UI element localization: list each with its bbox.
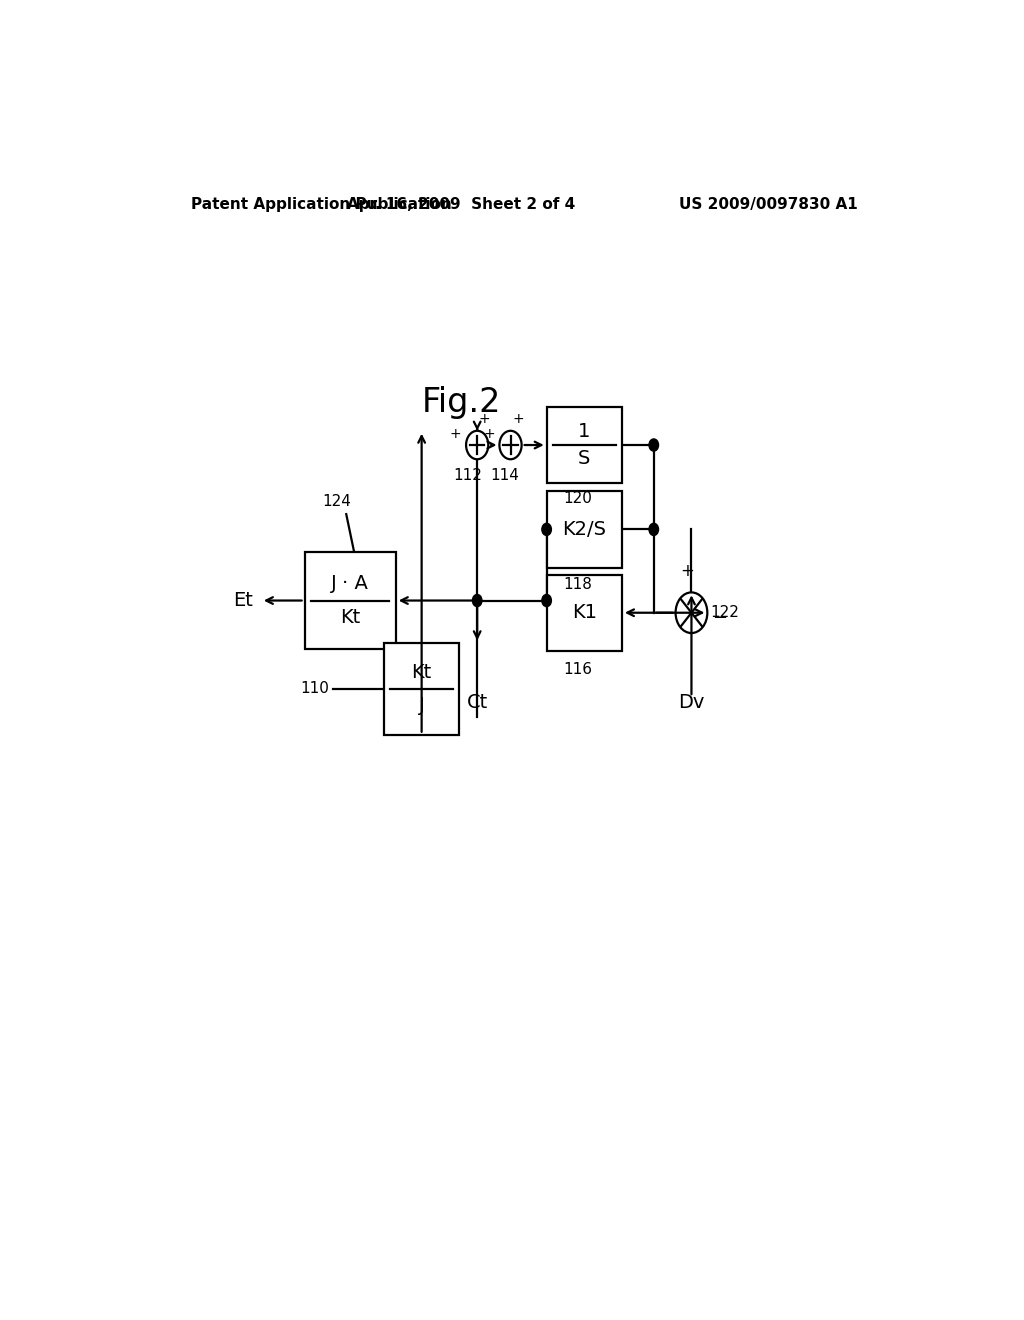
Text: J · A: J · A xyxy=(332,574,369,593)
Text: S: S xyxy=(579,449,591,469)
Circle shape xyxy=(542,523,551,536)
Text: −: − xyxy=(712,609,727,627)
Text: Apr. 16, 2009  Sheet 2 of 4: Apr. 16, 2009 Sheet 2 of 4 xyxy=(347,197,575,211)
Bar xyxy=(547,491,622,568)
Text: +: + xyxy=(450,426,461,441)
Bar xyxy=(384,643,460,735)
Text: Ct: Ct xyxy=(467,693,487,713)
Text: Kt: Kt xyxy=(340,609,360,627)
Text: 112: 112 xyxy=(454,469,482,483)
Bar xyxy=(547,574,622,651)
Text: +: + xyxy=(681,562,694,581)
Text: Dv: Dv xyxy=(678,693,705,713)
Circle shape xyxy=(542,594,551,607)
Text: 1: 1 xyxy=(579,422,591,441)
Text: J: J xyxy=(419,696,425,715)
Text: +: + xyxy=(483,426,495,441)
Text: US 2009/0097830 A1: US 2009/0097830 A1 xyxy=(679,197,858,211)
Text: Et: Et xyxy=(233,591,253,610)
Text: 114: 114 xyxy=(490,469,519,483)
Text: Kt: Kt xyxy=(412,663,432,682)
Text: Fig.2: Fig.2 xyxy=(422,385,501,418)
Text: 120: 120 xyxy=(563,491,592,506)
Text: Patent Application Publication: Patent Application Publication xyxy=(191,197,453,211)
Text: K1: K1 xyxy=(571,603,597,622)
Text: 118: 118 xyxy=(563,577,592,593)
Text: 110: 110 xyxy=(300,681,329,697)
Bar xyxy=(547,407,622,483)
Text: 116: 116 xyxy=(563,661,592,677)
Text: +: + xyxy=(479,412,490,426)
Circle shape xyxy=(649,440,658,451)
Circle shape xyxy=(649,523,658,536)
Circle shape xyxy=(466,430,488,459)
Circle shape xyxy=(500,430,521,459)
Text: 122: 122 xyxy=(711,606,739,620)
Text: K2/S: K2/S xyxy=(562,520,606,539)
Bar xyxy=(304,552,396,649)
Text: 124: 124 xyxy=(323,494,351,510)
Text: +: + xyxy=(512,412,523,426)
Circle shape xyxy=(472,594,482,607)
Circle shape xyxy=(676,593,708,634)
